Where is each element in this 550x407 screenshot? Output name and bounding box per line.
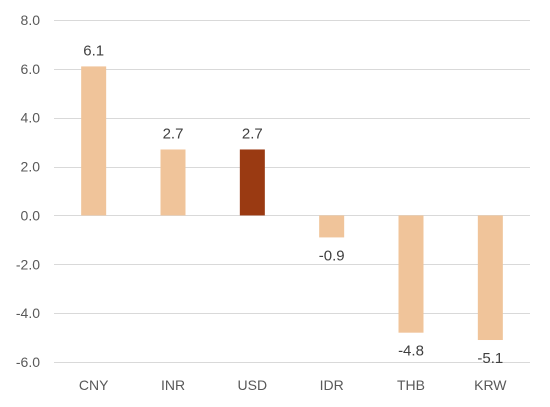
data-label-usd: 2.7	[242, 125, 263, 142]
x-tick-label-thb: THB	[397, 377, 425, 393]
bar-cny	[81, 66, 107, 216]
x-tick-label-usd: USD	[238, 377, 268, 393]
x-tick-label-idr: IDR	[320, 377, 344, 393]
gridlines	[54, 20, 530, 363]
y-tick-label: -2.0	[16, 256, 40, 272]
x-tick-label-cny: CNY	[79, 377, 109, 393]
y-tick-label: -4.0	[16, 305, 40, 321]
x-tick-label-inr: INR	[161, 377, 185, 393]
data-label-cny: 6.1	[83, 42, 104, 59]
bar-thb	[398, 215, 424, 333]
x-axis-tick-labels: CNY INR USD IDR THB KRW	[79, 377, 507, 393]
y-tick-label: 6.0	[21, 61, 41, 77]
bar-usd	[239, 149, 265, 216]
x-tick-label-krw: KRW	[474, 377, 507, 393]
y-tick-label: 8.0	[21, 12, 41, 28]
bar-krw	[477, 215, 503, 341]
y-tick-label: 0.0	[21, 207, 41, 223]
bar-inr	[160, 149, 186, 216]
data-label-inr: 2.7	[163, 125, 184, 142]
y-axis-tick-labels: -6.0 -4.0 -2.0 0.0 2.0 4.0 6.0 8.0	[16, 12, 40, 370]
y-tick-label: -6.0	[16, 354, 40, 370]
y-tick-label: 2.0	[21, 159, 41, 175]
y-tick-label: 4.0	[21, 110, 41, 126]
bar-idr	[319, 215, 345, 238]
bars	[81, 66, 503, 341]
data-labels: 6.1 2.7 2.7 -0.9 -4.8 -5.1	[83, 42, 503, 367]
data-label-idr: -0.9	[319, 247, 345, 264]
data-label-thb: -4.8	[398, 343, 424, 360]
data-label-krw: -5.1	[477, 350, 503, 367]
